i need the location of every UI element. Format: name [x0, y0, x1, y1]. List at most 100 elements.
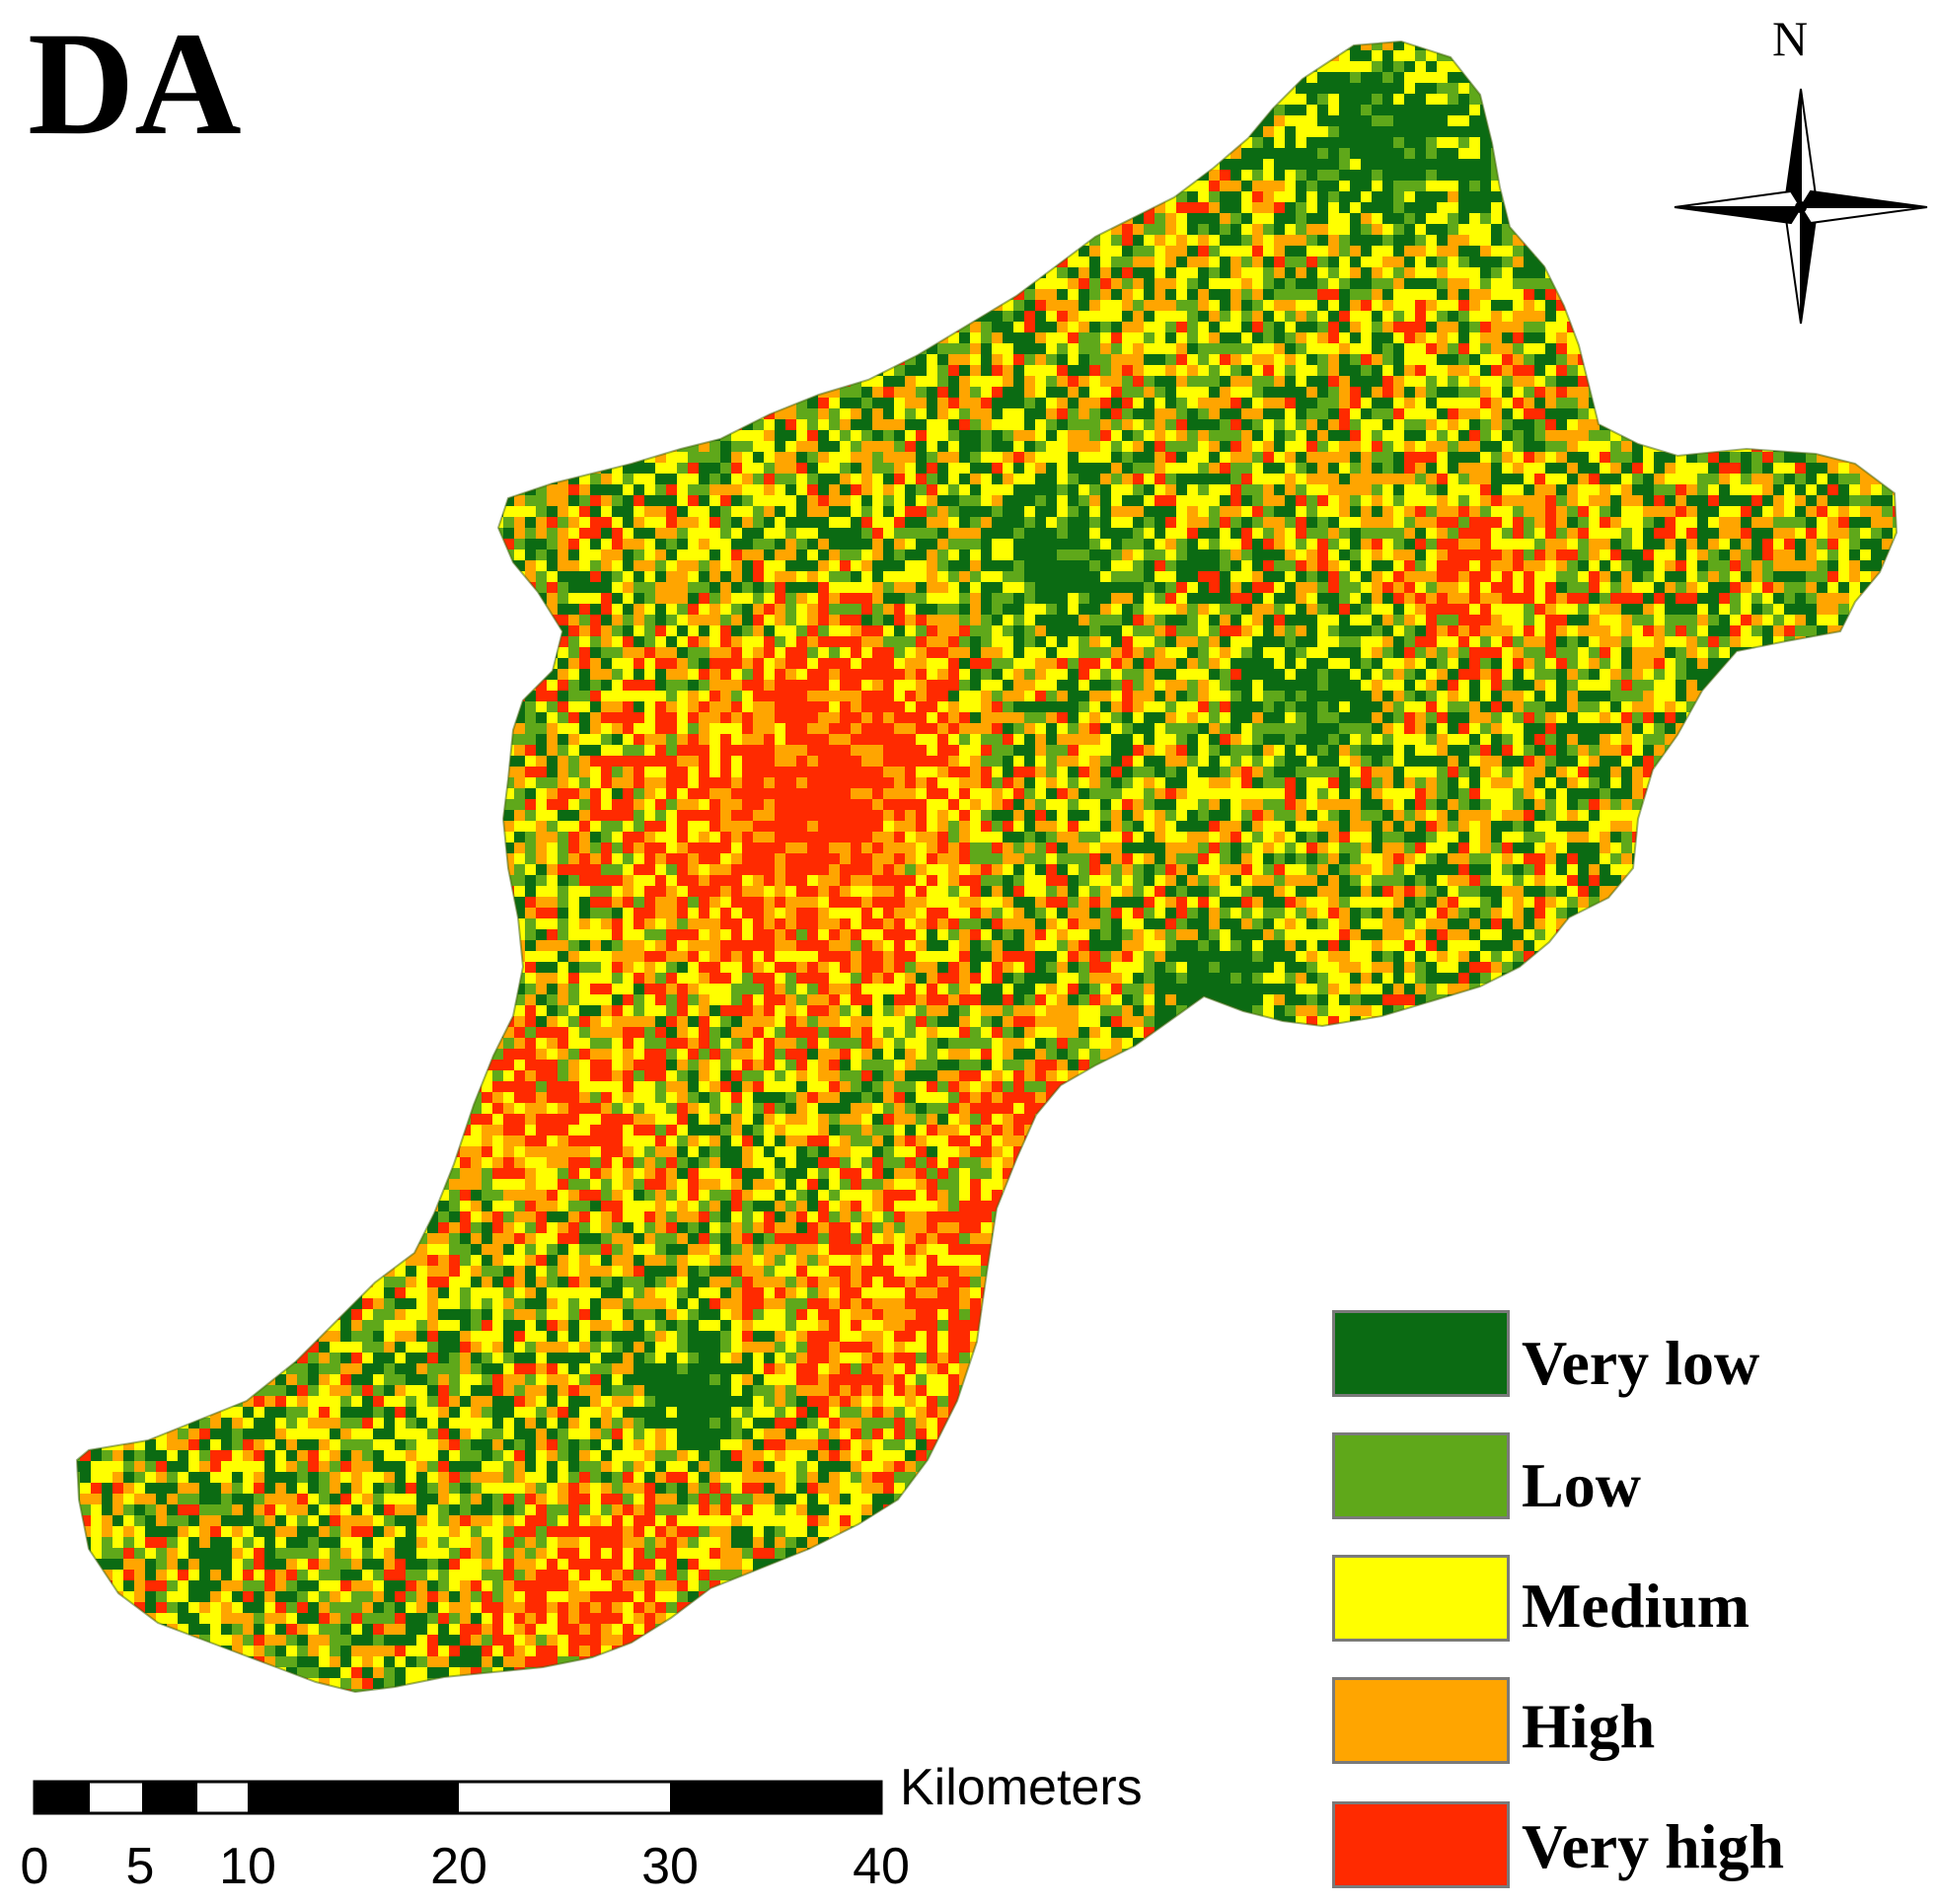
raster-cell	[1144, 278, 1155, 289]
raster-cell	[590, 430, 601, 441]
raster-cell	[948, 213, 959, 224]
raster-cell	[883, 387, 894, 398]
raster-cell	[1534, 181, 1545, 191]
raster-cell	[503, 387, 514, 398]
raster-cell	[1263, 191, 1274, 202]
raster-cell	[1871, 126, 1882, 137]
raster-cell	[1903, 181, 1914, 191]
raster-cell	[1068, 419, 1079, 430]
raster-cell	[1209, 430, 1220, 441]
raster-cell	[1773, 354, 1784, 365]
raster-cell	[167, 398, 178, 408]
raster-cell	[970, 50, 981, 61]
raster-cell	[145, 105, 156, 115]
raster-cell	[1838, 332, 1849, 343]
raster-cell	[1274, 430, 1285, 441]
raster-cell	[286, 224, 297, 235]
raster-cell	[1676, 300, 1686, 311]
raster-cell	[666, 41, 677, 50]
raster-cell	[644, 191, 655, 202]
raster-cell	[286, 430, 297, 441]
raster-cell	[742, 72, 753, 83]
raster-cell	[829, 137, 840, 148]
raster-cell	[275, 452, 286, 463]
raster-cell	[666, 365, 677, 376]
raster-cell	[601, 398, 612, 408]
raster-cell	[330, 376, 340, 387]
raster-cell	[709, 94, 720, 105]
raster-cell	[1697, 159, 1708, 170]
raster-cell	[1079, 72, 1089, 83]
raster-cell	[959, 419, 970, 430]
raster-cell	[384, 419, 395, 430]
raster-cell	[959, 213, 970, 224]
raster-cell	[1513, 354, 1524, 365]
raster-cell	[1524, 354, 1534, 365]
raster-cell	[232, 170, 243, 181]
raster-cell	[1046, 213, 1057, 224]
raster-cell	[1882, 322, 1893, 332]
raster-cell	[1448, 170, 1458, 181]
raster-cell	[1306, 170, 1317, 181]
raster-cell	[558, 311, 568, 322]
raster-cell	[80, 300, 91, 311]
raster-cell	[807, 376, 818, 387]
raster-cell	[1860, 159, 1871, 170]
raster-cell	[764, 430, 775, 441]
raster-cell	[1827, 430, 1838, 441]
raster-cell	[1328, 41, 1339, 50]
raster-cell	[1144, 398, 1155, 408]
raster-cell	[1187, 256, 1198, 267]
raster-cell	[1632, 289, 1643, 300]
raster-cell	[438, 105, 449, 115]
raster-cell	[1697, 354, 1708, 365]
raster-cell	[167, 343, 178, 354]
raster-cell	[1024, 105, 1035, 115]
raster-cell	[1686, 191, 1697, 202]
raster-cell	[1741, 41, 1751, 50]
raster-cell	[927, 267, 937, 278]
raster-cell	[1241, 235, 1252, 246]
raster-cell	[1144, 170, 1155, 181]
raster-cell	[742, 181, 753, 191]
raster-cell	[297, 235, 308, 246]
raster-cell	[927, 126, 937, 137]
raster-cell	[1621, 278, 1632, 289]
raster-cell	[796, 398, 807, 408]
raster-cell	[590, 115, 601, 126]
raster-cell	[416, 289, 427, 300]
raster-cell	[1230, 94, 1241, 105]
raster-cell	[1306, 213, 1317, 224]
raster-cell	[1306, 137, 1317, 148]
raster-cell	[167, 278, 178, 289]
raster-cell	[514, 430, 525, 441]
raster-cell	[178, 376, 188, 387]
raster-cell	[916, 278, 927, 289]
raster-cell	[1339, 365, 1350, 376]
raster-cell	[77, 94, 80, 105]
raster-cell	[1003, 246, 1013, 256]
raster-cell	[1013, 267, 1024, 278]
raster-cell	[1274, 41, 1285, 50]
raster-cell	[482, 224, 492, 235]
raster-cell	[1285, 41, 1296, 50]
raster-cell	[178, 159, 188, 170]
raster-cell	[1241, 72, 1252, 83]
raster-cell	[677, 105, 688, 115]
raster-cell	[1773, 72, 1784, 83]
raster-cell	[1133, 376, 1144, 387]
raster-cell	[1361, 387, 1372, 398]
raster-cell	[1567, 148, 1578, 159]
raster-cell	[1708, 94, 1719, 105]
raster-cell	[243, 213, 254, 224]
raster-cell	[1003, 398, 1013, 408]
raster-cell	[514, 148, 525, 159]
raster-cell	[1122, 300, 1133, 311]
raster-cell	[1220, 354, 1230, 365]
raster-cell	[482, 61, 492, 72]
raster-cell	[959, 159, 970, 170]
raster-cell	[601, 376, 612, 387]
raster-cell	[601, 137, 612, 148]
raster-cell	[1437, 408, 1448, 419]
